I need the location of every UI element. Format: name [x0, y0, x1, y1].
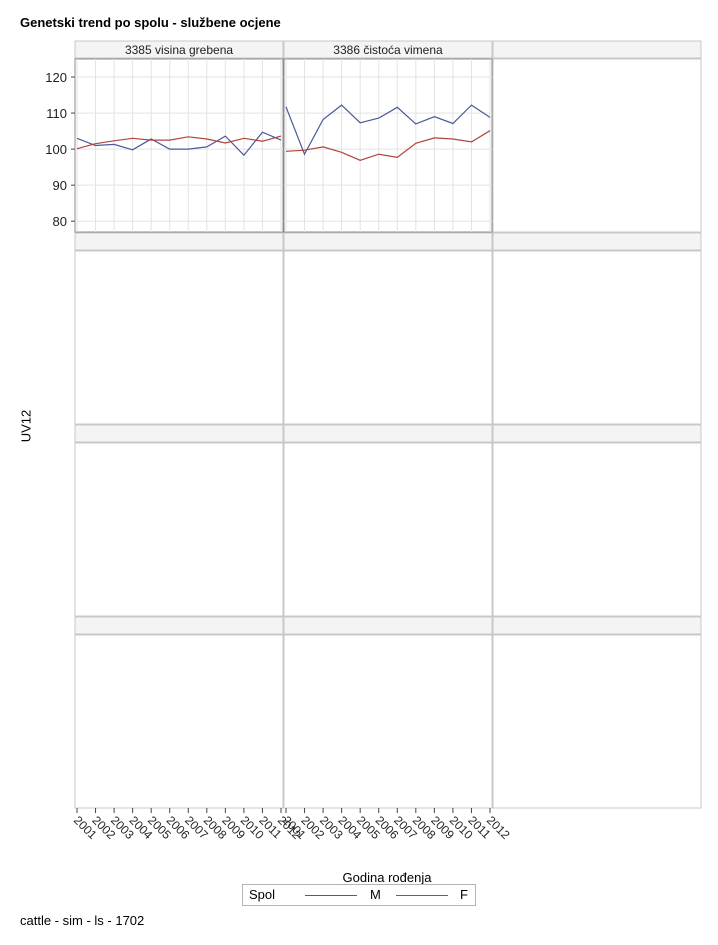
panel-plot-5 [492, 250, 702, 425]
chart-title: Genetski trend po spolu - službene ocjen… [20, 15, 281, 30]
panel-header-10 [283, 616, 493, 635]
panel-header-11 [492, 616, 702, 635]
panel-header-3 [74, 232, 284, 251]
panel-header-0 [74, 40, 284, 59]
series-line-f-0 [76, 135, 282, 150]
panel-header-4 [283, 232, 493, 251]
panel-plot-9 [74, 634, 284, 809]
legend-label-f: F [460, 887, 468, 902]
x-axis-label: Godina rođenja [342, 870, 432, 885]
panel-header-9 [74, 616, 284, 635]
panel-plot-10 [283, 634, 493, 809]
panel-plot-1 [283, 58, 493, 233]
series-line-f-1 [285, 130, 491, 161]
y-tick-label: 100 [45, 142, 67, 157]
y-tick-label: 120 [45, 70, 67, 85]
panel-header-7 [283, 424, 493, 443]
series-line-m-1 [285, 104, 491, 156]
panel-header-2 [492, 40, 702, 59]
series-line-m-0 [76, 131, 282, 157]
legend-label-m: M [370, 887, 381, 902]
y-tick-label: 110 [46, 106, 67, 121]
panel-header-8 [492, 424, 702, 443]
panel-plot-2 [492, 58, 702, 233]
panel-plot-0 [74, 58, 284, 233]
legend-swatch-m [305, 895, 357, 896]
panel-plot-6 [74, 442, 284, 617]
panel-header-5 [492, 232, 702, 251]
y-tick-label: 90 [53, 178, 67, 193]
y-axis-label: UV12 [18, 409, 34, 443]
legend-title: Spol [249, 887, 276, 902]
panel-header-6 [74, 424, 284, 443]
panel-plot-4 [283, 250, 493, 425]
panel-label-0: 3385 visina grebena [125, 43, 233, 57]
legend-swatch-f [396, 895, 448, 896]
panel-header-1 [283, 40, 493, 59]
y-tick-label: 80 [53, 214, 67, 229]
legend: Spol M F [242, 884, 476, 906]
panel-plot-11 [492, 634, 702, 809]
panel-plot-7 [283, 442, 493, 617]
panel-plot-3 [74, 250, 284, 425]
footer-note: cattle - sim - ls - 1702 [20, 913, 145, 928]
panel-label-1: 3386 čistoća vimena [333, 43, 443, 57]
panel-plot-8 [492, 442, 702, 617]
